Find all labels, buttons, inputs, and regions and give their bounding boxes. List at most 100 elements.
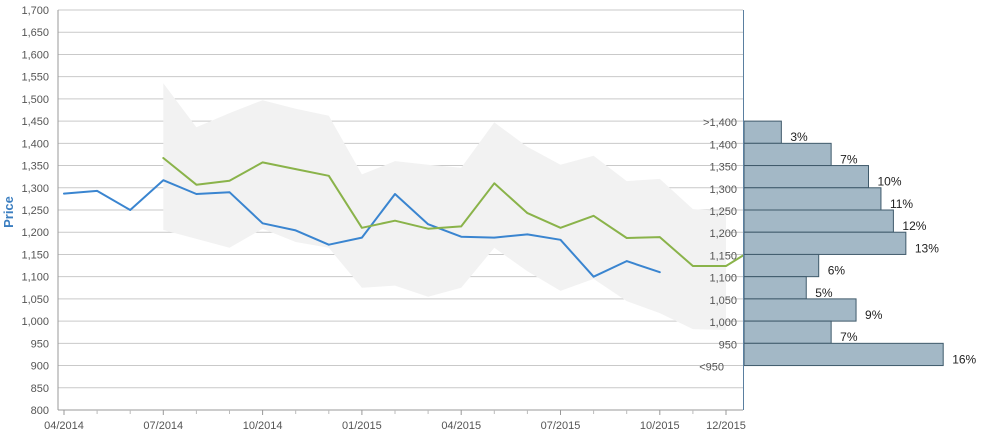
data-point (625, 237, 628, 239)
data-point (195, 183, 198, 186)
data-point (361, 236, 363, 239)
histogram-bin-label: 1,350 (709, 162, 737, 174)
data-point (261, 161, 264, 164)
histogram-bar (743, 298, 857, 322)
data-point (559, 239, 562, 241)
axis-labels: 800 850 900 950 1,000 1,050 1,100 1,150 1,200 1,2… (21, 5, 745, 432)
y-tick-label: 1,100 (21, 272, 49, 284)
y-tick-label: 1,450 (21, 116, 49, 128)
y-tick-label: 1,250 (21, 205, 49, 217)
data-point (460, 235, 463, 238)
data-point (659, 236, 661, 238)
data-point (592, 215, 595, 217)
data-point (228, 191, 231, 193)
histogram-bin-label: 1,250 (709, 206, 737, 218)
series-lines (63, 157, 761, 278)
x-tick-label: 01/2015 (342, 420, 382, 432)
y-tick-label: 1,600 (21, 49, 49, 61)
x-tick-label: 04/2015 (441, 420, 481, 432)
histogram-bar (743, 142, 832, 167)
data-point (526, 212, 529, 214)
histogram-bar (743, 253, 820, 278)
data-point (294, 229, 297, 232)
histogram-percent-label: 9% (865, 308, 883, 322)
data-point (493, 182, 496, 185)
histogram-bin-label: 1,200 (709, 228, 737, 240)
data-point (261, 222, 264, 225)
data-point (725, 265, 727, 267)
data-point (659, 271, 661, 274)
y-tick-label: 1,050 (21, 294, 49, 306)
data-point (195, 193, 198, 195)
histogram-percent-label: 10% (878, 175, 902, 189)
data-point (592, 275, 595, 278)
data-point (394, 193, 396, 195)
y-tick-label: 950 (31, 338, 49, 350)
y-tick-label: 1,200 (21, 227, 49, 239)
data-point (162, 157, 165, 159)
data-point (294, 168, 297, 170)
data-point (460, 225, 463, 228)
y-tick-label: 800 (31, 405, 49, 417)
x-tick-label: 07/2015 (541, 420, 581, 432)
y-tick-label: 900 (31, 361, 49, 373)
histogram-percent-label: 16% (952, 352, 976, 366)
forecast-band (163, 83, 727, 330)
histogram-percent-label: 6% (828, 264, 846, 278)
data-point (96, 190, 98, 192)
data-point (625, 260, 628, 262)
y-tick-label: 1,400 (21, 138, 49, 150)
histogram-bin-label: 1,000 (709, 317, 737, 329)
y-tick-label: 1,000 (21, 316, 49, 328)
histogram-percent-label: 3% (790, 130, 808, 144)
histogram-bar (743, 342, 944, 367)
histogram-bottom-label: <950 (699, 362, 724, 374)
y-tick-label: 850 (31, 383, 49, 395)
axes (57, 10, 744, 415)
data-point (394, 219, 396, 222)
histogram-bar (743, 276, 807, 300)
y-tick-label: 1,550 (21, 72, 49, 84)
y-tick-label: 1,700 (21, 5, 49, 17)
histogram-percent-label: 5% (815, 286, 833, 300)
histogram-bin-label: 1,150 (709, 250, 737, 262)
data-point (328, 175, 330, 177)
distribution-histogram: 3% >1,400 7% 1,400 10% 1,350 11% 1,300 12% 1,250 1… (699, 117, 976, 373)
histogram-bin-label: 1,050 (709, 295, 737, 307)
y-tick-label: 1,500 (21, 94, 49, 106)
x-tick-label: 12/2015 (706, 420, 746, 432)
histogram-bin-label: 950 (719, 339, 737, 351)
histogram-percent-label: 7% (840, 152, 858, 166)
histogram-bin-label: >1,400 (703, 117, 737, 129)
histogram-percent-label: 11% (890, 197, 913, 211)
y-tick-label: 1,350 (21, 161, 49, 173)
data-point (63, 192, 65, 195)
histogram-percent-label: 13% (915, 241, 939, 255)
histogram-bar (743, 120, 782, 144)
data-point (427, 227, 429, 230)
histogram-bar (743, 187, 882, 211)
histogram-percent-label: 12% (902, 219, 926, 233)
data-point (427, 223, 429, 225)
band-area (163, 83, 727, 330)
data-point (162, 179, 165, 181)
histogram-percent-label: 7% (840, 330, 858, 344)
x-tick-label: 07/2014 (143, 420, 183, 432)
data-point (493, 236, 496, 239)
data-point (361, 227, 363, 229)
data-point (328, 243, 330, 246)
y-tick-label: 1,650 (21, 27, 49, 39)
histogram-bar (743, 209, 894, 233)
y-axis-title: Price (1, 196, 16, 228)
y-tick-label: 1,300 (21, 183, 49, 195)
data-point (559, 227, 562, 229)
histogram-bar (743, 231, 907, 255)
x-tick-label: 10/2014 (243, 420, 283, 432)
data-point (228, 179, 231, 182)
x-tick-label: 10/2015 (640, 420, 680, 432)
histogram-bin-label: 1,300 (709, 184, 737, 196)
histogram-bin-label: 1,100 (709, 273, 737, 285)
x-tick-label: 04/2014 (44, 420, 84, 432)
histogram-bar (743, 165, 869, 189)
